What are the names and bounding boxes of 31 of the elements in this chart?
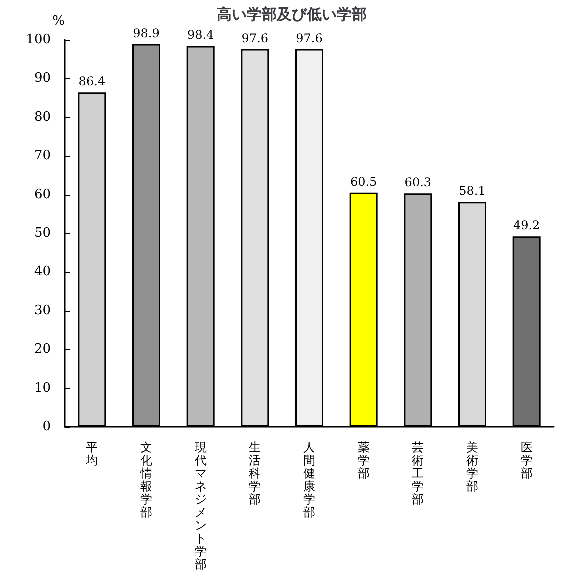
data-label: 86.4 bbox=[78, 74, 106, 89]
y-tick-label: 30 bbox=[34, 303, 51, 318]
x-tick-label: 文化情報学部 bbox=[140, 440, 152, 520]
y-tick-label: 50 bbox=[34, 226, 51, 241]
chart-title: 高い学部及び低い学部 bbox=[217, 6, 367, 24]
category-label: 現代マネジメント学部 bbox=[194, 440, 207, 571]
x-tick-label: 医学部 bbox=[520, 440, 533, 480]
x-tick-label: 芸術工学部 bbox=[412, 440, 424, 506]
y-tick-label: 10 bbox=[34, 380, 51, 396]
y-tick-label: 90 bbox=[34, 71, 51, 86]
data-label: 49.2 bbox=[513, 218, 540, 233]
y-tick-label: 60 bbox=[34, 187, 51, 202]
data-label: 60.5 bbox=[350, 174, 378, 189]
data-label: 60.3 bbox=[404, 176, 432, 190]
x-tick-label: 美術学部 bbox=[466, 440, 478, 494]
y-axis-title: % bbox=[52, 14, 65, 29]
x-tick-label: 人間健康学部 bbox=[304, 440, 316, 520]
data-label: 98.4 bbox=[187, 28, 215, 42]
x-tick-label: 生活科学部 bbox=[249, 440, 262, 506]
y-tick-label: 20 bbox=[34, 342, 51, 358]
x-tick-label: 平均 bbox=[85, 440, 98, 468]
y-tick-label: 40 bbox=[34, 264, 51, 280]
y-tick-label: 80 bbox=[34, 110, 51, 125]
data-label: 98.9 bbox=[133, 26, 160, 40]
data-label: 97.6 bbox=[242, 31, 269, 46]
y-tick-label: 100 bbox=[26, 32, 51, 48]
x-tick-label: 薬学部 bbox=[358, 440, 370, 480]
data-label: 97.6 bbox=[296, 31, 323, 46]
y-tick-label: 0 bbox=[42, 420, 51, 434]
data-label: 58.1 bbox=[459, 184, 486, 198]
y-tick-label: 70 bbox=[34, 148, 51, 164]
